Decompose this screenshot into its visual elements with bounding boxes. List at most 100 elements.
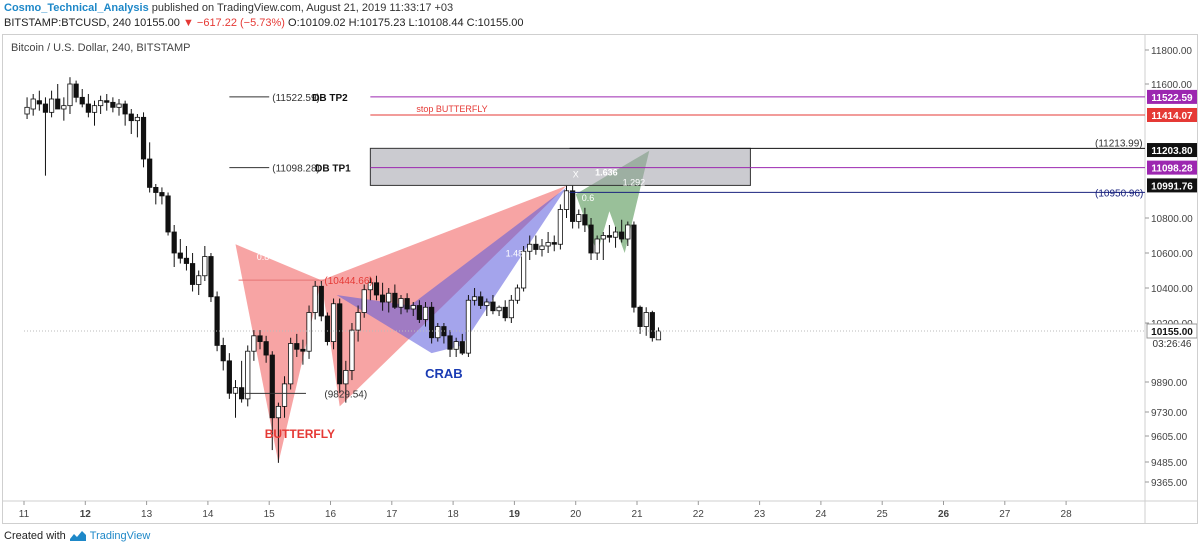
- price-tag-label: 11522.59: [1151, 93, 1193, 104]
- candle: [655, 327, 662, 341]
- candle: [453, 337, 459, 357]
- candle: [502, 300, 508, 322]
- candle: [343, 360, 349, 403]
- y-tick-label: 9605.00: [1151, 432, 1188, 443]
- db-tp2-label: DB TP2: [312, 93, 348, 104]
- candle: [520, 246, 527, 292]
- candle: [257, 330, 263, 350]
- candle-body: [214, 296, 220, 346]
- candle-body: [73, 83, 79, 98]
- candle: [239, 360, 245, 403]
- candle: [275, 402, 281, 463]
- candle-body: [98, 100, 104, 107]
- candle-body: [576, 214, 582, 222]
- candle: [324, 312, 331, 346]
- price-tag-bg: [1147, 107, 1197, 122]
- candle: [465, 295, 472, 357]
- candle-body: [257, 335, 263, 342]
- candle: [48, 90, 55, 118]
- candle: [318, 281, 324, 322]
- candle-body: [153, 186, 159, 193]
- candle: [361, 284, 367, 318]
- candle-body: [128, 113, 134, 122]
- tradingview-brand[interactable]: TradingView: [89, 530, 151, 542]
- chart-title: Bitcoin / U.S. Dollar, 240, BITSTAMP: [11, 42, 191, 54]
- price-tag-label: 11098.28: [1151, 164, 1193, 175]
- candle: [251, 330, 257, 361]
- candle: [232, 380, 239, 418]
- candle-body: [459, 341, 465, 354]
- chart-panel[interactable]: Bitcoin / U.S. Dollar, 240, BITSTAMP (115…: [2, 34, 1198, 524]
- candle: [582, 207, 588, 232]
- candle: [514, 284, 521, 304]
- candle: [300, 339, 306, 365]
- candle-body: [281, 383, 288, 407]
- candle: [202, 246, 208, 281]
- candle: [471, 288, 478, 306]
- candle-body: [502, 306, 508, 319]
- author-link[interactable]: Cosmo_Technical_Analysis: [4, 2, 149, 14]
- candle-body: [410, 305, 416, 310]
- candle: [625, 221, 631, 246]
- candle-body: [619, 231, 625, 240]
- candle: [85, 94, 91, 118]
- y-tick-label: 11800.00: [1151, 46, 1192, 57]
- candle: [294, 333, 300, 357]
- candle-body: [269, 354, 275, 419]
- chart-header: Cosmo_Technical_Analysis published on Tr…: [0, 0, 1200, 32]
- candle-body: [140, 116, 147, 160]
- candle: [588, 218, 594, 260]
- candle: [36, 90, 42, 111]
- candle-body: [380, 294, 386, 303]
- candle-body: [165, 195, 171, 233]
- candle: [367, 277, 373, 301]
- candle: [147, 142, 153, 193]
- candle-body: [208, 256, 214, 298]
- candlestick-chart[interactable]: Bitcoin / U.S. Dollar, 240, BITSTAMP (115…: [3, 35, 1198, 523]
- candle: [416, 300, 422, 323]
- candle-body: [508, 299, 514, 319]
- candle: [429, 302, 435, 344]
- candle-body: [429, 306, 435, 339]
- candle: [177, 239, 183, 264]
- candle: [606, 225, 613, 243]
- candle: [91, 100, 98, 126]
- ratio-label-0924: 0.924: [436, 215, 459, 225]
- x-tick-label: 12: [80, 509, 92, 520]
- db-tp2-value-label: (11522.59): [272, 93, 320, 104]
- candle: [189, 253, 196, 292]
- candle: [208, 253, 214, 302]
- candle: [98, 95, 104, 114]
- price-change: ▼ −617.22 (−5.73%): [182, 17, 285, 29]
- candle-body: [582, 214, 588, 226]
- x-tick-label: 24: [815, 509, 827, 520]
- candle-body: [42, 103, 49, 113]
- candle-body: [545, 242, 551, 247]
- x-tick-label: 23: [754, 509, 766, 520]
- candle-body: [557, 209, 563, 245]
- level-9829-label: (9829.54): [324, 389, 367, 400]
- candle-body: [48, 98, 55, 113]
- candle: [171, 225, 177, 267]
- candle-body: [24, 106, 30, 115]
- level-11213-label: (11213.99): [1095, 138, 1143, 149]
- ratio-label-148: 1.48: [506, 249, 524, 259]
- candle: [220, 337, 226, 371]
- candle: [435, 323, 441, 342]
- candle-body: [275, 405, 281, 419]
- candle-body: [245, 350, 251, 400]
- candle-body: [189, 263, 196, 285]
- butterfly-label: BUTTERFLY: [265, 427, 335, 441]
- candle-body: [85, 103, 91, 113]
- candle: [159, 187, 165, 205]
- candle-body: [367, 282, 373, 291]
- candle: [42, 97, 49, 176]
- price-tag-bg: [1147, 89, 1197, 104]
- candle: [165, 192, 171, 236]
- candle-body: [349, 329, 355, 371]
- x-tick-label: 22: [693, 509, 705, 520]
- candle-body: [447, 335, 453, 350]
- candle-body: [91, 105, 98, 113]
- candle: [533, 235, 539, 255]
- candle-body: [116, 103, 122, 108]
